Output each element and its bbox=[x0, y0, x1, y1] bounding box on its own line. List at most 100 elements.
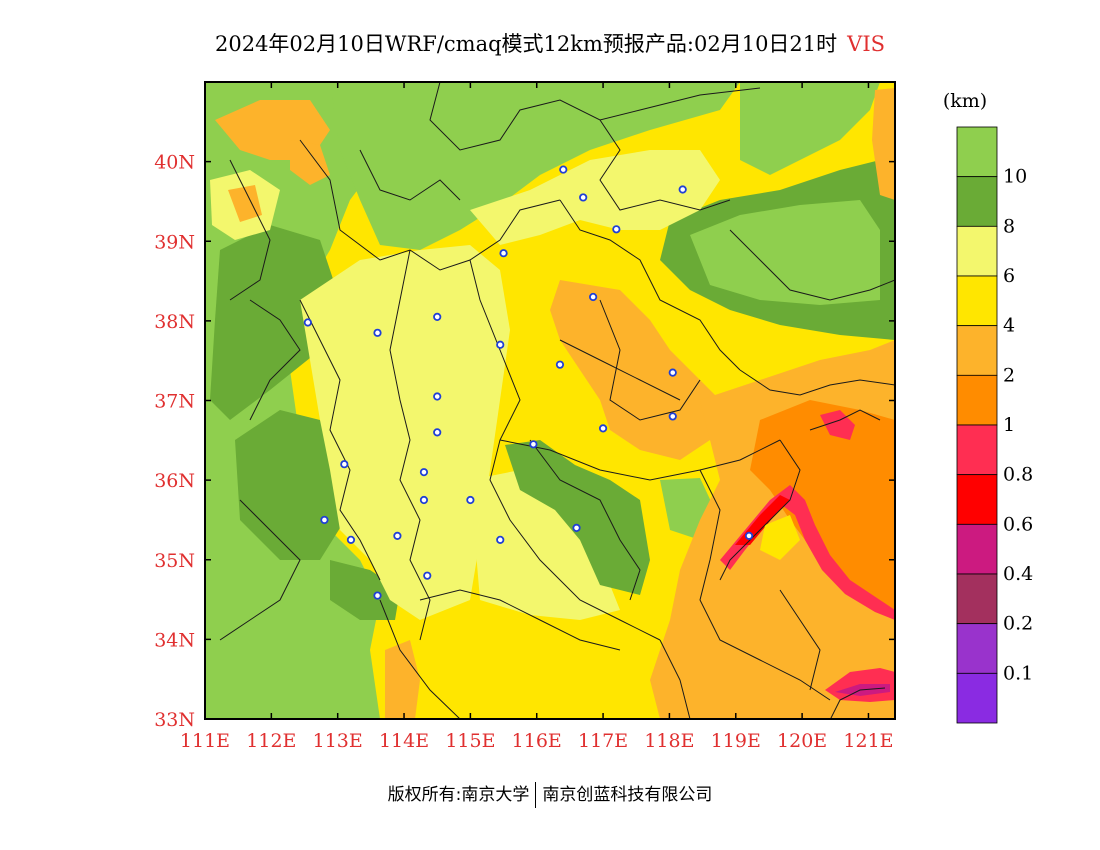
field-ne-red bbox=[820, 410, 855, 440]
station-marker bbox=[668, 368, 677, 377]
station-marker bbox=[612, 225, 621, 234]
field-north-lightyellow bbox=[470, 150, 720, 245]
visibility-field bbox=[205, 82, 895, 719]
lon-tick-label: 116E bbox=[512, 730, 562, 752]
footer-separator bbox=[535, 782, 537, 808]
station-marker bbox=[303, 318, 312, 327]
boundary-15 bbox=[659, 639, 691, 719]
colorbar-swatch bbox=[956, 573, 998, 625]
colorbar-label: 0.6 bbox=[1003, 513, 1033, 535]
lon-tick-label: 111E bbox=[180, 730, 230, 752]
station-marker bbox=[529, 440, 538, 449]
field-central-lightyellow bbox=[300, 245, 510, 620]
footer-right: 南京创蓝科技有限公司 bbox=[542, 785, 713, 805]
station-marker bbox=[419, 495, 429, 505]
colorbar-swatch bbox=[956, 523, 998, 575]
latitude-axis: 33N 34N 35N 36N 37N 38N 39N 40N bbox=[154, 152, 895, 731]
station-marker bbox=[496, 535, 505, 544]
station-marker bbox=[668, 412, 677, 421]
boundary-12 bbox=[219, 499, 301, 641]
boundary-18 bbox=[529, 439, 641, 601]
station-marker bbox=[433, 312, 442, 321]
field-sw-orange bbox=[385, 640, 420, 719]
colorbar-swatch bbox=[956, 474, 998, 525]
boundary-lines bbox=[219, 82, 895, 719]
coastline-4 bbox=[809, 409, 881, 431]
field-south-lightyellow bbox=[470, 470, 620, 620]
map-title: 2024年02月10日WRF/cmaq模式12km预报产品:02月10日21时 V… bbox=[0, 28, 1100, 58]
footer-left: 版权所有:南京大学 bbox=[387, 785, 530, 805]
colorbar-swatch bbox=[956, 275, 998, 327]
colorbar-label: 1 bbox=[1003, 414, 1015, 436]
coastline-1 bbox=[729, 229, 895, 301]
station-marker bbox=[320, 515, 329, 525]
longitude-axis: 111E 112E 113E 114E 115E 116E 117E 118E 119E 120E… bbox=[180, 82, 894, 752]
title-main: 2024年02月10日WRF/cmaq模式12km预报产品:02月10日21时 bbox=[214, 32, 838, 56]
lon-tick-label: 119E bbox=[711, 730, 761, 752]
field-orange-center bbox=[550, 280, 720, 460]
boundary-13 bbox=[419, 589, 621, 651]
field-nw-orange-3 bbox=[228, 185, 262, 222]
copyright-footer: 版权所有:南京大学 南京创蓝科技有限公司 bbox=[0, 780, 1100, 808]
lat-tick-label: 35N bbox=[154, 550, 195, 572]
boundary-14 bbox=[379, 599, 461, 719]
colorbar-swatch bbox=[956, 325, 998, 376]
coastline-5 bbox=[829, 687, 886, 719]
field-ne-coast-orange bbox=[872, 88, 895, 200]
boundary-6 bbox=[469, 259, 661, 641]
title-variable: VIS bbox=[847, 32, 886, 56]
field-se-darkorange bbox=[750, 400, 895, 620]
boundary-11 bbox=[249, 299, 301, 421]
station-marker bbox=[499, 249, 508, 258]
station-marker bbox=[423, 571, 432, 580]
field-nw-orange-2 bbox=[290, 140, 330, 185]
lat-tick-label: 33N bbox=[154, 709, 195, 731]
field-ne-lightgreen bbox=[690, 200, 880, 305]
boundary-17 bbox=[229, 159, 271, 301]
colorbar-label: 0.2 bbox=[1003, 613, 1033, 635]
coastline-3 bbox=[719, 439, 801, 581]
station-marker bbox=[433, 392, 442, 401]
coastline-2 bbox=[739, 369, 895, 396]
lat-tick-label: 37N bbox=[154, 391, 195, 413]
station-marker bbox=[579, 193, 588, 202]
colorbar-swatch bbox=[956, 623, 998, 674]
colorbar-label: 6 bbox=[1003, 265, 1015, 287]
colorbar-swatch bbox=[956, 374, 998, 426]
field-ne-green bbox=[740, 82, 880, 175]
field-west-darkgreen-1 bbox=[210, 225, 340, 420]
boundary-16 bbox=[699, 469, 831, 701]
boundary-3 bbox=[559, 199, 741, 371]
colorbar-label: 0.4 bbox=[1003, 563, 1033, 585]
station-marker bbox=[589, 292, 598, 302]
station-marker bbox=[744, 531, 754, 540]
station-marker bbox=[373, 328, 382, 337]
station-markers bbox=[303, 165, 754, 600]
colorbar-label: 0.8 bbox=[1003, 464, 1033, 486]
boundary-19 bbox=[779, 589, 821, 691]
station-marker bbox=[559, 165, 568, 174]
lon-tick-label: 117E bbox=[578, 730, 628, 752]
lat-tick-label: 38N bbox=[154, 311, 195, 333]
station-marker bbox=[555, 360, 565, 369]
station-marker bbox=[419, 468, 429, 477]
boundary-2 bbox=[299, 139, 561, 271]
boundary-10 bbox=[599, 119, 731, 211]
lat-tick-label: 40N bbox=[154, 152, 195, 174]
lon-tick-label: 114E bbox=[379, 730, 429, 752]
station-marker bbox=[340, 460, 349, 469]
boundary-7 bbox=[499, 439, 781, 481]
station-marker bbox=[678, 185, 687, 194]
colorbar-label: 10 bbox=[1003, 166, 1027, 188]
station-marker bbox=[598, 424, 608, 433]
colorbar-label: 4 bbox=[1003, 315, 1015, 337]
lon-tick-label: 118E bbox=[644, 730, 694, 752]
lon-tick-label: 112E bbox=[246, 730, 296, 752]
colorbar-swatch bbox=[956, 176, 998, 227]
station-marker bbox=[572, 523, 581, 533]
colorbar-label: 8 bbox=[1003, 215, 1015, 237]
station-marker bbox=[346, 535, 356, 544]
station-marker bbox=[433, 428, 442, 437]
boundary-8 bbox=[599, 299, 701, 421]
boundary-20 bbox=[359, 149, 461, 201]
